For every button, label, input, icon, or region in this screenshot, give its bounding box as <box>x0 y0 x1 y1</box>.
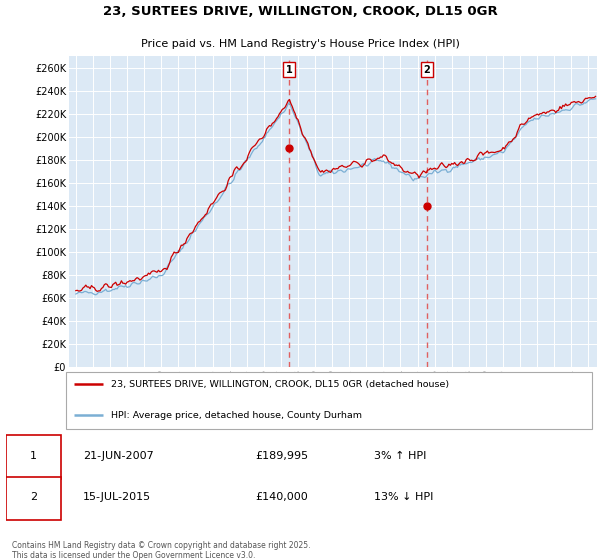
Text: 23, SURTEES DRIVE, WILLINGTON, CROOK, DL15 0GR: 23, SURTEES DRIVE, WILLINGTON, CROOK, DL… <box>103 4 497 18</box>
Text: 1: 1 <box>30 451 37 461</box>
Text: 23, SURTEES DRIVE, WILLINGTON, CROOK, DL15 0GR (detached house): 23, SURTEES DRIVE, WILLINGTON, CROOK, DL… <box>111 380 449 389</box>
Text: Contains HM Land Registry data © Crown copyright and database right 2025.
This d: Contains HM Land Registry data © Crown c… <box>12 541 310 560</box>
FancyBboxPatch shape <box>6 435 61 479</box>
Text: 21-JUN-2007: 21-JUN-2007 <box>83 451 154 461</box>
FancyBboxPatch shape <box>65 372 592 429</box>
Text: 15-JUL-2015: 15-JUL-2015 <box>83 492 151 502</box>
Text: 1: 1 <box>286 65 292 75</box>
Text: HPI: Average price, detached house, County Durham: HPI: Average price, detached house, Coun… <box>111 410 362 419</box>
Text: 13% ↓ HPI: 13% ↓ HPI <box>374 492 434 502</box>
Text: 2: 2 <box>30 492 37 502</box>
Text: 2: 2 <box>424 65 430 75</box>
Text: £189,995: £189,995 <box>256 451 308 461</box>
Text: Price paid vs. HM Land Registry's House Price Index (HPI): Price paid vs. HM Land Registry's House … <box>140 39 460 49</box>
Text: £140,000: £140,000 <box>256 492 308 502</box>
FancyBboxPatch shape <box>6 477 61 520</box>
Text: 3% ↑ HPI: 3% ↑ HPI <box>374 451 427 461</box>
